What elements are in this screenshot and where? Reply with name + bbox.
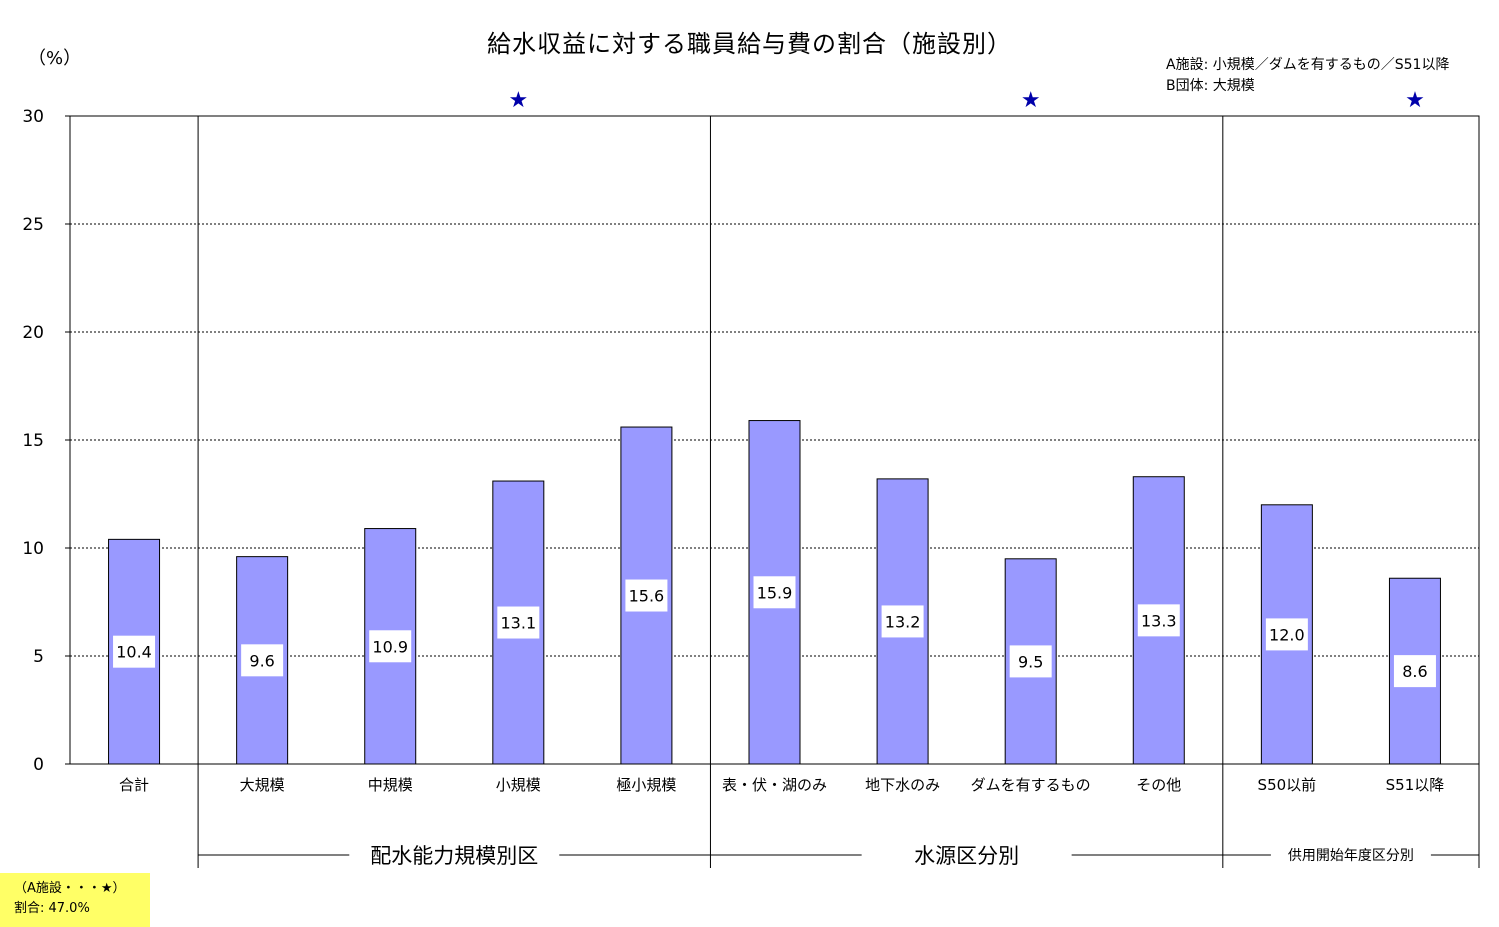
data-label: 13.1 [501,614,537,633]
data-label: 9.6 [249,651,274,670]
data-label-box [497,606,540,639]
y-tick-label: 10 [22,539,44,559]
data-label-box [1265,618,1308,651]
data-label-box [753,576,796,609]
data-label: 13.3 [1141,611,1177,630]
y-tick-label: 30 [22,107,44,127]
x-tick-label: 極小規模 [616,776,676,794]
data-label-box [1137,604,1180,637]
data-label-box [625,579,668,612]
y-tick-label: 5 [33,647,44,667]
data-label: 15.9 [757,583,793,602]
x-tick-label: 小規模 [496,776,541,794]
data-label: 10.4 [116,643,152,662]
star-icon: ★ [1021,88,1041,113]
a-facility-note-line2: 割合: 47.0% [14,901,90,916]
a-facility-note-line1: （A施設・・・★） [14,881,126,896]
x-tick-label: 大規模 [240,776,285,794]
x-tick-label: 地下水のみ [865,776,940,794]
x-tick-label: その他 [1136,776,1181,794]
chart-title: 給水収益に対する職員給与費の割合（施設別） [487,30,1012,58]
data-label: 12.0 [1269,625,1305,644]
data-label-box [1393,655,1436,688]
data-label-box [1009,645,1052,678]
y-tick-label: 25 [22,215,44,235]
data-label-box [881,605,924,638]
y-tick-label: 20 [22,323,44,343]
data-label-box [369,630,412,663]
data-label-box [113,635,156,668]
data-label: 15.6 [629,587,665,606]
y-tick-label: 0 [33,755,44,775]
star-icon: ★ [508,88,528,113]
x-tick-label: S50以前 [1258,776,1317,794]
y-unit-label: （%） [28,48,82,69]
data-label: 13.2 [885,612,921,631]
x-tick-label: S51以降 [1386,776,1445,794]
group-label: 水源区分別 [914,844,1019,868]
x-tick-label: 表・伏・湖のみ [722,776,827,794]
a-facility-note: （A施設・・・★） 割合: 47.0% [0,873,150,927]
data-label: 10.9 [372,637,408,656]
data-label-box [241,644,284,677]
x-tick-label: ダムを有するもの [971,776,1091,794]
data-label: 8.6 [1402,662,1427,681]
x-tick-label: 中規模 [368,776,413,794]
legend-note-line-a: A施設: 小規模／ダムを有するもの／S51以降 [1166,57,1450,73]
y-tick-label: 15 [22,431,44,451]
group-label: 配水能力規模別区 [370,844,538,868]
data-label: 9.5 [1018,652,1043,671]
group-label: 供用開始年度区分別 [1288,848,1414,864]
legend-note: A施設: 小規模／ダムを有するもの／S51以降 B団体: 大規模 [1166,55,1449,97]
star-icon: ★ [1405,88,1425,113]
x-tick-label: 合計 [119,776,149,794]
legend-note-line-b: B団体: 大規模 [1166,78,1255,94]
